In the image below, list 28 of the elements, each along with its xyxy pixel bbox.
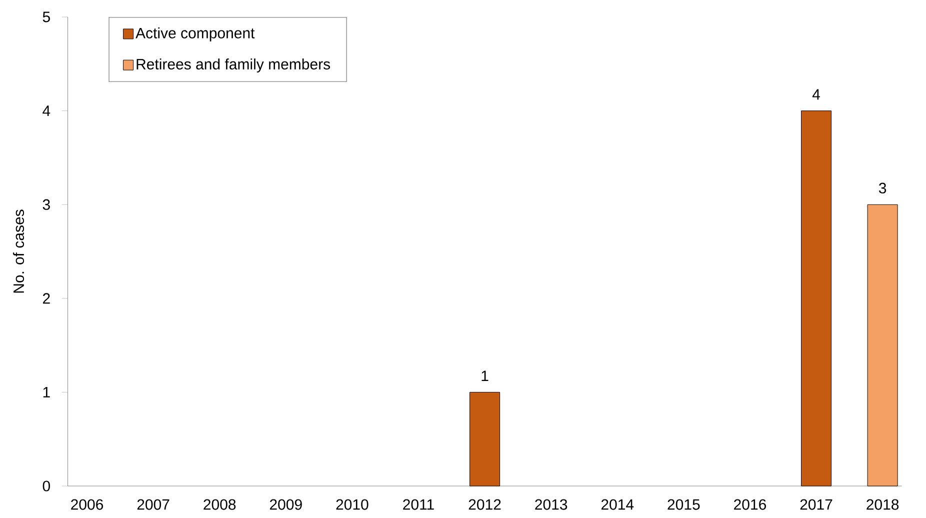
- bar: [801, 110, 832, 486]
- x-tick-label: 2008: [204, 499, 236, 510]
- x-tick-label: 2014: [601, 499, 634, 510]
- x-tick-label: 2011: [403, 499, 434, 510]
- x-tick-label: 2010: [336, 499, 368, 510]
- bar: [470, 392, 500, 486]
- bar: [867, 204, 898, 486]
- x-tick-label: 2006: [71, 499, 104, 510]
- x-tick-label: 2018: [866, 499, 899, 510]
- x-tick-label: 2015: [668, 499, 700, 510]
- x-tick-label: 2007: [137, 499, 170, 510]
- data-label: 3: [878, 182, 886, 194]
- y-tick-label: 1: [43, 387, 50, 398]
- legend-label: Active component: [136, 27, 255, 42]
- data-label: 1: [482, 370, 488, 381]
- x-tick-label: 2013: [535, 499, 568, 510]
- data-label: 4: [812, 89, 820, 100]
- x-tick-label: 2012: [468, 499, 501, 510]
- y-tick-label: 5: [42, 12, 50, 22]
- y-tick-label: 3: [42, 199, 50, 210]
- y-tick-label: 4: [42, 106, 50, 116]
- legend-label: Retirees and family members: [136, 58, 330, 72]
- x-tick-label: 2009: [270, 499, 302, 510]
- x-tick-label: 2017: [800, 499, 832, 510]
- y-tick-label: 2: [42, 293, 50, 304]
- y-axis-title: No. of cases: [13, 210, 24, 293]
- y-tick-label: 0: [42, 480, 50, 492]
- x-tick-label: 2016: [734, 499, 766, 510]
